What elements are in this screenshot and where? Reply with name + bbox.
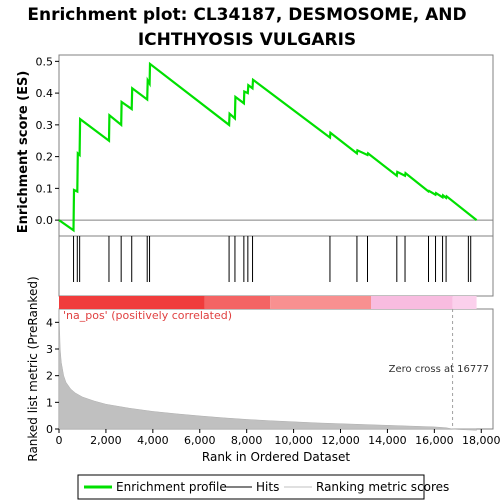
hits-panel-frame: [58, 235, 494, 297]
zero-cross-label: Zero cross at 16777: [389, 364, 489, 375]
gradient-segment: [270, 296, 372, 309]
x-axis-ticks: 0 2,000 4,000 6,000 8,000 10,000 12,000 14,000 1…: [56, 429, 500, 447]
es-ytick-label: 0.5: [36, 55, 54, 68]
es-y-axis-label: Enrichment score (ES): [16, 71, 31, 234]
xtick-label: 4,000: [137, 434, 169, 447]
es-ytick-label: 0.0: [36, 214, 54, 227]
enrichment-profile-series: [58, 61, 478, 233]
metric-ytick-label: 1: [46, 396, 53, 409]
enrichment-profile-line: [58, 61, 478, 233]
x-axis-label: Rank in Ordered Dataset: [202, 450, 350, 464]
gradient-segment: [371, 296, 453, 309]
xtick-label: 12,000: [321, 434, 360, 447]
es-ytick-label: 0.3: [36, 119, 54, 132]
legend-hits-label: Hits: [256, 480, 279, 494]
xtick-label: 14,000: [368, 434, 407, 447]
metric-ytick-label: 2: [46, 370, 53, 383]
xtick-label: 0: [56, 434, 63, 447]
rank-gradient-bar: [59, 296, 477, 309]
es-y-axis-ticks: 0.0 0.1 0.2 0.3 0.4 0.5: [36, 55, 59, 227]
gradient-segment: [204, 296, 271, 309]
es-ytick-label: 0.1: [36, 182, 54, 195]
legend-metric-label: Ranking metric scores: [316, 480, 449, 494]
metric-ytick-label: 3: [46, 343, 53, 356]
xtick-label: 18,000: [462, 434, 500, 447]
hit-markers: [73, 236, 472, 282]
ranking-metric-series: [58, 308, 477, 431]
es-ytick-label: 0.2: [36, 151, 54, 164]
positive-correlation-label: 'na_pos' (positively correlated): [63, 309, 232, 322]
ranking-metric-area: [58, 308, 477, 431]
xtick-label: 10,000: [274, 434, 313, 447]
legend-enrichment-label: Enrichment profile: [116, 480, 227, 494]
gradient-segment: [59, 296, 205, 309]
xtick-label: 16,000: [415, 434, 454, 447]
xtick-label: 8,000: [231, 434, 263, 447]
chart-title-line1: Enrichment plot: CL34187, DESMOSOME, AND: [27, 5, 466, 25]
metric-ytick-label: 4: [46, 316, 53, 329]
es-ytick-label: 0.4: [36, 87, 54, 100]
es-panel-frame: [58, 54, 494, 237]
metric-y-axis-label: Ranked list metric (PreRanked): [26, 276, 40, 461]
metric-ytick-label: 0: [46, 423, 53, 436]
xtick-label: 2,000: [90, 434, 122, 447]
chart-title-line2: ICHTHYOSIS VULGARIS: [138, 30, 356, 50]
gradient-segment: [452, 296, 477, 309]
metric-y-axis-ticks: 0 1 2 3 4: [46, 316, 59, 436]
xtick-label: 6,000: [184, 434, 216, 447]
